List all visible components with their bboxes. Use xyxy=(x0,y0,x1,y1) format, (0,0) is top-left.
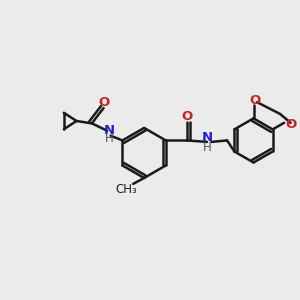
Text: CH₃: CH₃ xyxy=(116,183,137,196)
Text: N: N xyxy=(202,131,213,144)
Text: H: H xyxy=(203,141,212,154)
Text: H: H xyxy=(104,132,113,145)
Text: O: O xyxy=(99,96,110,109)
Text: N: N xyxy=(103,124,115,137)
Text: O: O xyxy=(285,118,296,131)
Text: O: O xyxy=(182,110,193,123)
Text: O: O xyxy=(249,94,261,107)
